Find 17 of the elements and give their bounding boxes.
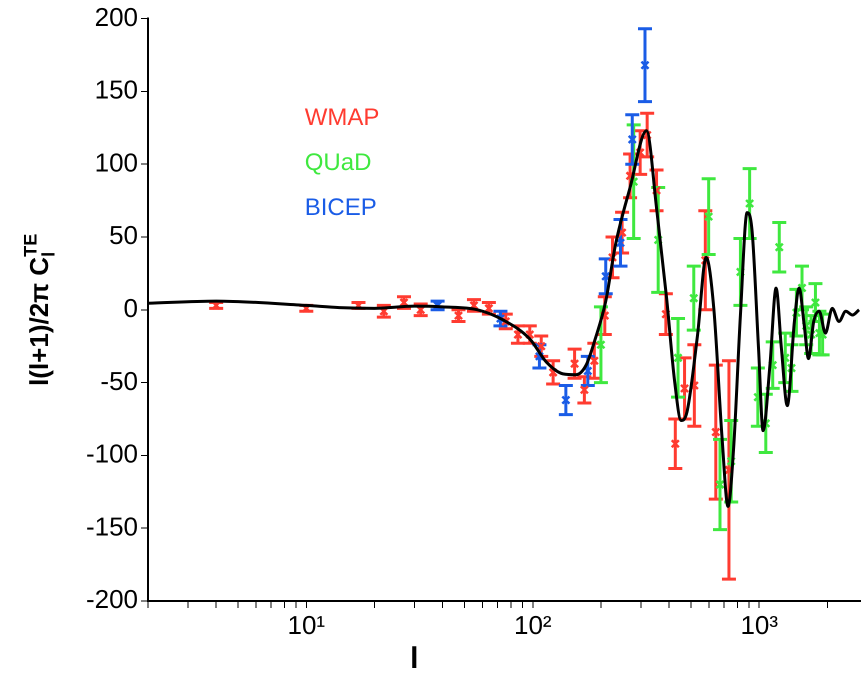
y-tick-label: 0 [124,292,138,323]
y-tick-label: -50 [100,366,138,396]
y-axis-title: l(l+1)/2π ClTE [20,234,58,386]
y-tick-label: 50 [109,220,138,250]
x-tick-label: 10¹ [288,610,326,640]
y-tick-label: -150 [86,511,138,542]
x-tick-label: 10³ [740,610,778,640]
text: WMAP [304,104,380,132]
y-tick-label: -200 [86,584,138,614]
y-tick-label: 200 [94,2,138,32]
text: QUaD [304,149,372,176]
y-tick-label: 150 [94,74,138,105]
y-tick-label: 100 [94,147,138,178]
x-axis-title: l [410,642,418,675]
text: BICEP [304,194,377,222]
y-tick-label: -100 [86,438,138,469]
x-tick-label: 10² [514,610,552,640]
